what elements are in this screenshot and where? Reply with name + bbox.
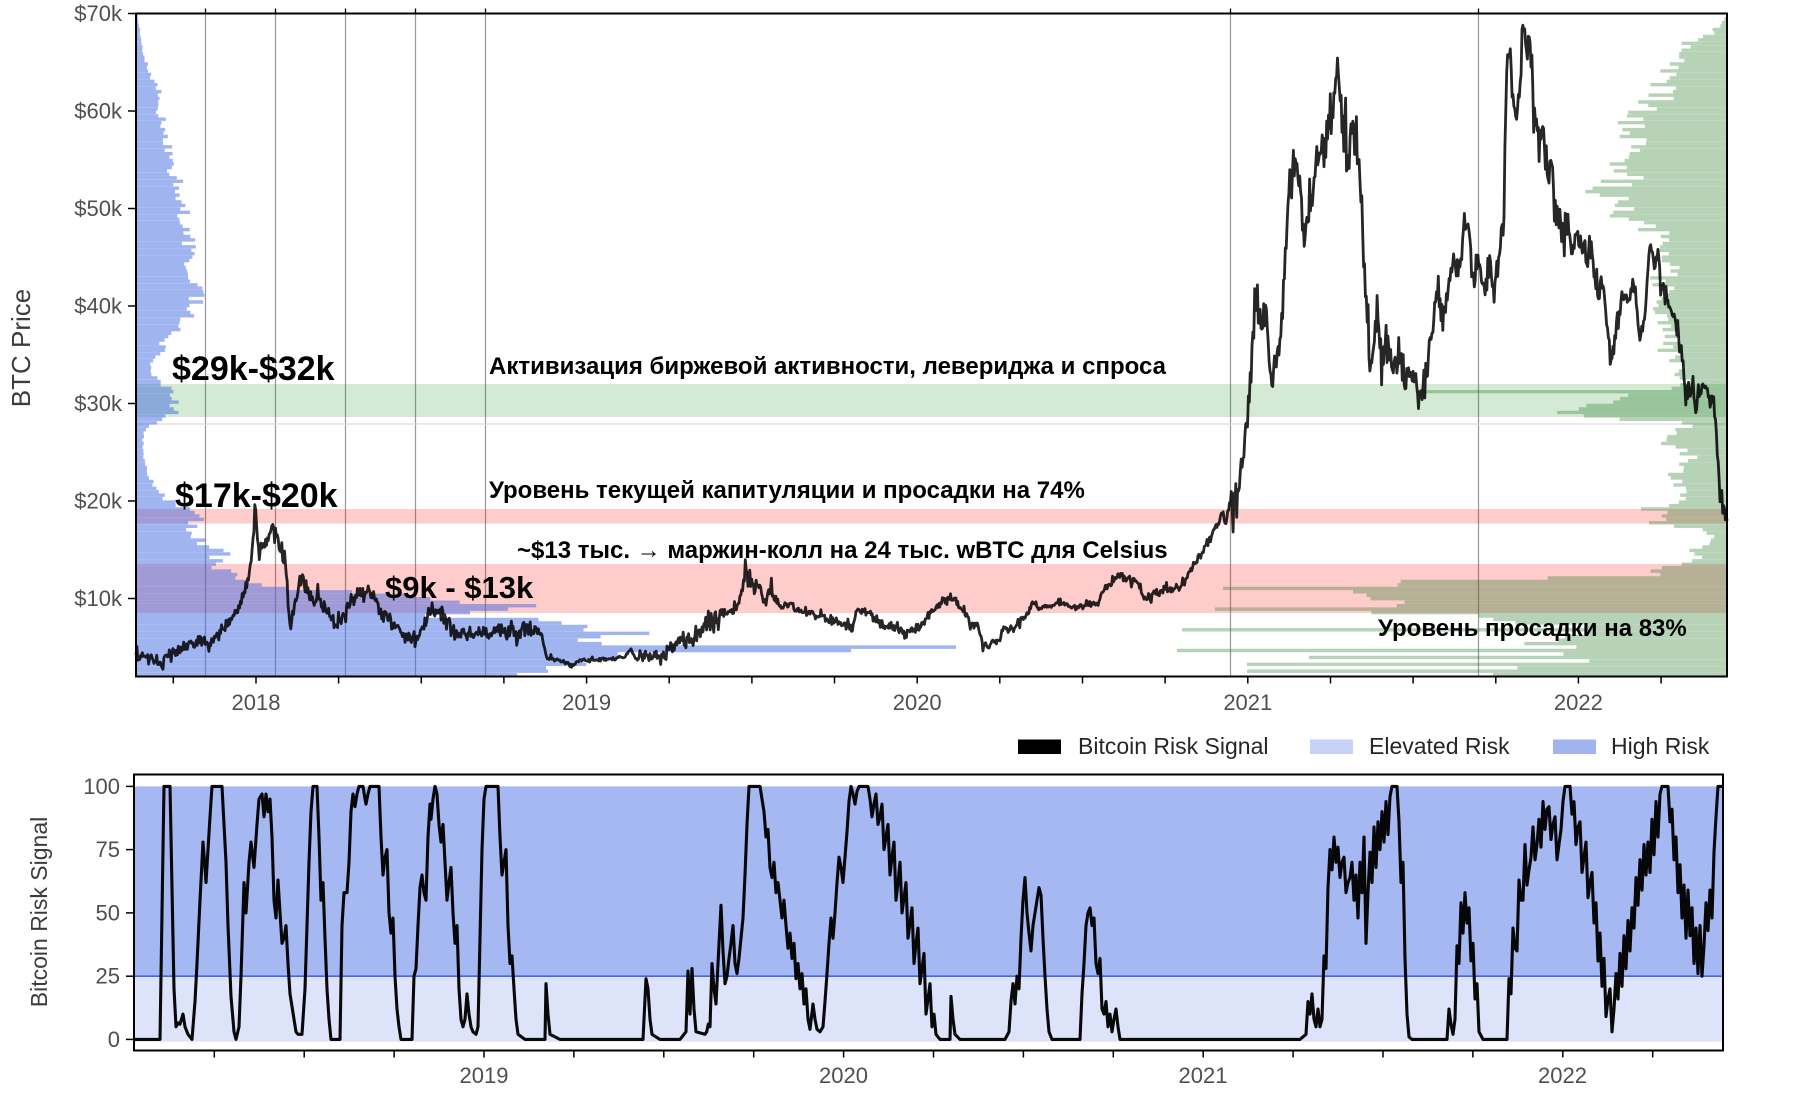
svg-text:25: 25	[96, 964, 120, 989]
svg-text:Bitcoin Risk Signal: Bitcoin Risk Signal	[1078, 733, 1268, 759]
svg-text:Активизация биржевой активност: Активизация биржевой активности, леверид…	[489, 353, 1167, 380]
svg-text:75: 75	[96, 837, 120, 862]
svg-text:$9k - $13k: $9k - $13k	[385, 570, 534, 605]
svg-text:$29k-$32k: $29k-$32k	[172, 350, 335, 388]
svg-text:2022: 2022	[1554, 690, 1603, 715]
svg-text:$30k: $30k	[74, 391, 123, 416]
svg-text:$50k: $50k	[74, 196, 123, 221]
svg-text:Уровень текущей капитуляции и: Уровень текущей капитуляции и просадки н…	[489, 477, 1085, 504]
svg-text:$40k: $40k	[74, 294, 123, 319]
svg-text:2021: 2021	[1223, 690, 1272, 715]
svg-text:Bitcoin Risk Signal: Bitcoin Risk Signal	[26, 817, 52, 1007]
svg-text:~$13 тыс. → маржин-колл на 24: ~$13 тыс. → маржин-колл на 24 тыс. wBTC …	[517, 537, 1168, 564]
svg-text:2019: 2019	[460, 1063, 509, 1088]
svg-text:BTC Price: BTC Price	[6, 289, 36, 407]
svg-text:2022: 2022	[1538, 1063, 1587, 1088]
svg-text:$20k: $20k	[74, 489, 123, 514]
svg-text:2018: 2018	[232, 690, 281, 715]
svg-text:2020: 2020	[819, 1063, 868, 1088]
svg-text:$70k: $70k	[74, 1, 123, 26]
svg-text:Уровень просадки на 83%: Уровень просадки на 83%	[1378, 615, 1687, 642]
svg-text:High Risk: High Risk	[1611, 733, 1710, 759]
svg-text:$17k-$20k: $17k-$20k	[175, 477, 338, 515]
svg-text:$60k: $60k	[74, 99, 123, 124]
svg-text:2019: 2019	[562, 690, 611, 715]
svg-text:100: 100	[83, 774, 120, 799]
svg-text:0: 0	[108, 1027, 120, 1052]
svg-text:50: 50	[96, 900, 120, 925]
svg-text:$10k: $10k	[74, 586, 123, 611]
svg-text:Elevated Risk: Elevated Risk	[1369, 733, 1510, 759]
svg-text:2020: 2020	[893, 690, 942, 715]
svg-text:2021: 2021	[1179, 1063, 1228, 1088]
